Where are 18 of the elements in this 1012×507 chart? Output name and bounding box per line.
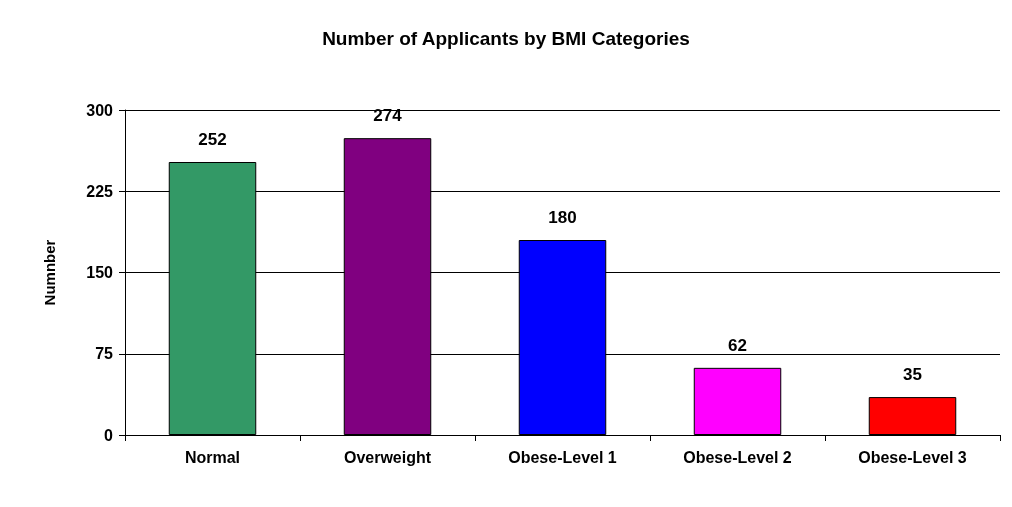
- bar: [693, 367, 782, 435]
- x-tick-label: Obese-Level 1: [508, 448, 617, 466]
- data-label: 252: [198, 130, 227, 149]
- y-tick-label: 0: [104, 426, 114, 444]
- data-label: 35: [903, 365, 922, 385]
- x-tick-label: Overweight: [343, 448, 432, 466]
- y-tick-label: 150: [86, 264, 114, 281]
- y-tick-label: 225: [86, 182, 114, 200]
- data-label: 180: [548, 208, 577, 227]
- x-tick-label: Normal: [184, 448, 241, 466]
- chart-title: Number of Applicants by BMI Categories: [322, 28, 690, 49]
- bar: [868, 397, 957, 435]
- data-label: 62: [728, 335, 747, 355]
- y-axis-title: Numnber: [41, 239, 58, 306]
- x-tick-label: Obese-Level 2: [683, 448, 792, 466]
- x-tick-label: Obese-Level 3: [858, 448, 967, 466]
- y-tick-label: 75: [95, 345, 114, 363]
- y-tick-label: 300: [86, 101, 114, 119]
